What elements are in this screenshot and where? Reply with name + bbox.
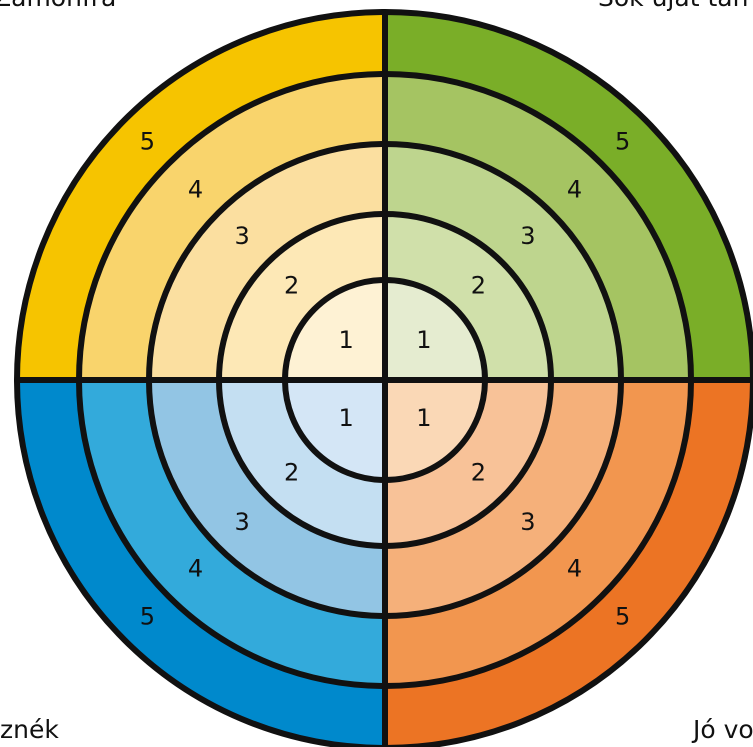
ring-number: 1 [416, 404, 431, 432]
ring-sector [282, 377, 388, 483]
ring-number: 1 [338, 326, 353, 354]
corner-label: Sok újat tan [598, 0, 748, 12]
ring-sector [382, 377, 488, 483]
ring-number: 2 [284, 272, 299, 300]
ring-number: 5 [615, 127, 630, 155]
ring-number: 3 [235, 222, 250, 250]
ring-number: 2 [284, 458, 299, 486]
ring-number: 3 [520, 508, 535, 536]
ring-number: 2 [471, 272, 486, 300]
ring-number: 1 [338, 404, 353, 432]
ring-number: 4 [567, 555, 582, 583]
corner-label: Jó vo [691, 715, 753, 744]
ring-number: 3 [520, 222, 535, 250]
ring-sector [382, 277, 488, 383]
ring-number: 4 [188, 555, 203, 583]
ring-number: 4 [188, 175, 203, 203]
corner-label: Zamonfra [0, 0, 116, 12]
ring-number: 4 [567, 175, 582, 203]
ring-number: 2 [471, 458, 486, 486]
ring-number: 3 [235, 508, 250, 536]
ring-number: 5 [140, 127, 155, 155]
ring-number: 1 [416, 326, 431, 354]
corner-label: znék [0, 715, 59, 744]
ring-number: 5 [140, 603, 155, 631]
ring-number: 5 [615, 603, 630, 631]
ring-sector [282, 277, 388, 383]
